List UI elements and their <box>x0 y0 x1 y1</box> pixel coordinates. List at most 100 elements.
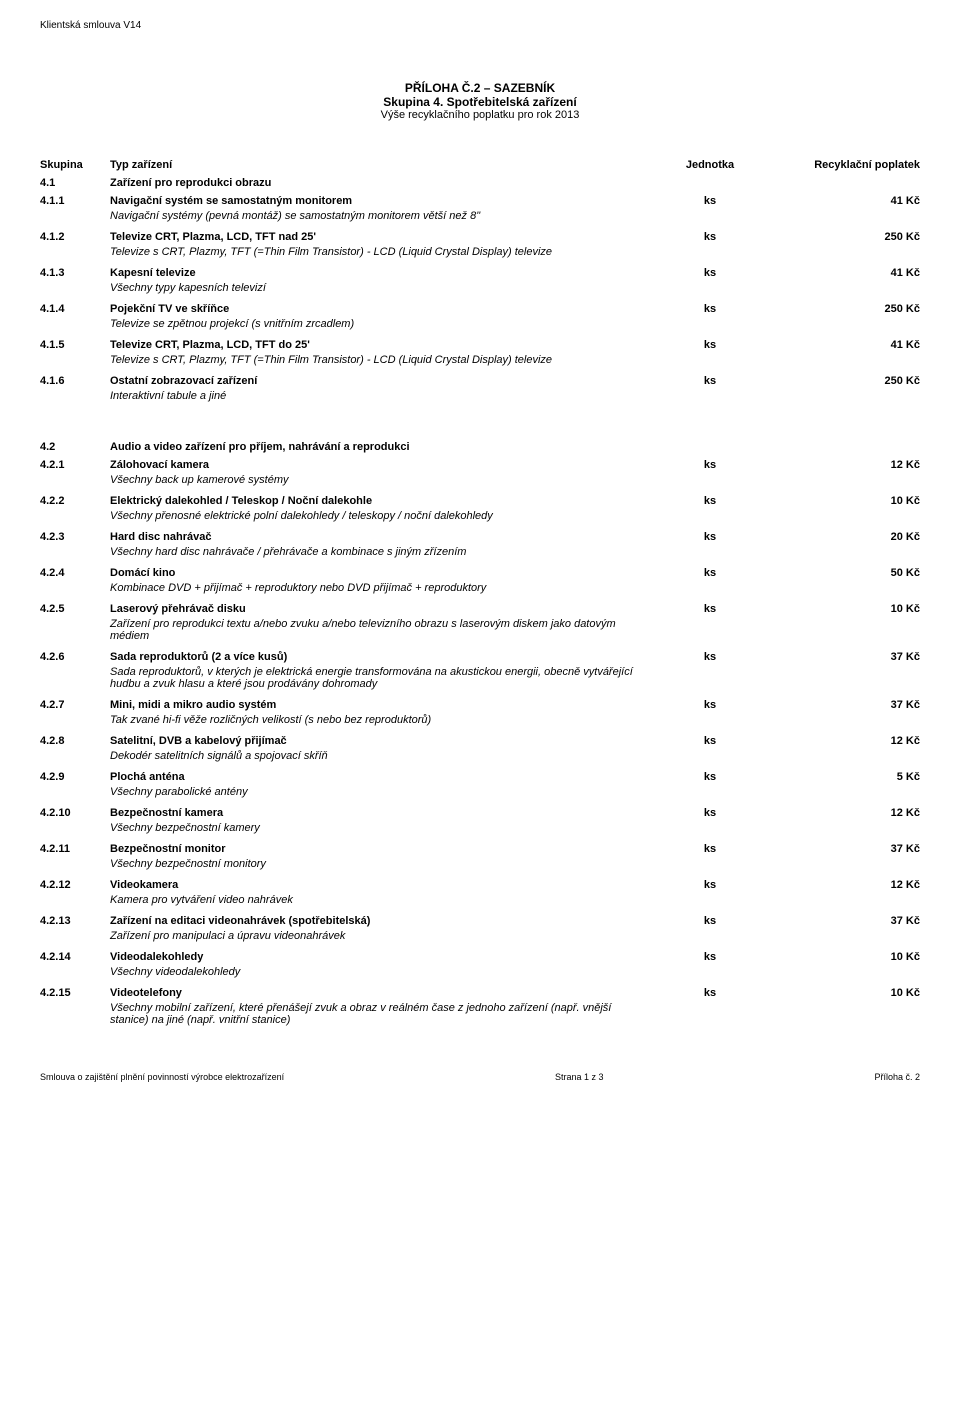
table-desc-row: Televize s CRT, Plazmy, TFT (=Thin Film … <box>40 354 920 372</box>
table-row: 4.2.15Videotelefonyks10 Kč <box>40 984 920 1002</box>
title-block: PŘÍLOHA Č.2 – SAZEBNÍK Skupina 4. Spotře… <box>40 81 920 121</box>
row-num: 4.2.15 <box>40 984 110 1002</box>
row-name: Ostatní zobrazovací zařízení <box>110 372 650 390</box>
row-unit: ks <box>650 648 770 666</box>
row-fee: 41 Kč <box>770 264 920 282</box>
footer-right: Příloha č. 2 <box>874 1072 920 1082</box>
row-name: Navigační systém se samostatným monitore… <box>110 192 650 210</box>
table-desc-row: Všechny back up kamerové systémy <box>40 474 920 492</box>
row-name: Videokamera <box>110 876 650 894</box>
table-desc-row: Interaktivní tabule a jiné <box>40 390 920 408</box>
table-row: 4.2.13Zařízení na editaci videonahrávek … <box>40 912 920 930</box>
row-num: 4.2.9 <box>40 768 110 786</box>
row-num: 4.1.2 <box>40 228 110 246</box>
table-row: 4.2.4Domácí kinoks50 Kč <box>40 564 920 582</box>
row-fee: 250 Kč <box>770 300 920 318</box>
row-desc: Zařízení pro reprodukci textu a/nebo zvu… <box>110 618 650 648</box>
table-row: 4.2.14Videodalekohledyks10 Kč <box>40 948 920 966</box>
table-desc-row: Všechny hard disc nahrávače / přehrávače… <box>40 546 920 564</box>
row-fee: 10 Kč <box>770 948 920 966</box>
row-name: Laserový přehrávač disku <box>110 600 650 618</box>
table-row: 4.1.2Televize CRT, Plazma, LCD, TFT nad … <box>40 228 920 246</box>
table-row: 4.2.5Laserový přehrávač diskuks10 Kč <box>40 600 920 618</box>
table-row: 4.2.8Satelitní, DVB a kabelový přijímačk… <box>40 732 920 750</box>
table-desc-row: Zařízení pro reprodukci textu a/nebo zvu… <box>40 618 920 648</box>
row-num: 4.2.14 <box>40 948 110 966</box>
table-row: 4.2.2Elektrický dalekohled / Teleskop / … <box>40 492 920 510</box>
row-fee: 20 Kč <box>770 528 920 546</box>
row-num: 4.2.6 <box>40 648 110 666</box>
row-fee: 12 Kč <box>770 732 920 750</box>
table-desc-row: Všechny videodalekohledy <box>40 966 920 984</box>
row-unit: ks <box>650 192 770 210</box>
row-name: Sada reproduktorů (2 a více kusů) <box>110 648 650 666</box>
header-tag: Klientská smlouva V14 <box>40 20 920 31</box>
row-desc: Všechny mobilní zařízení, které přenášej… <box>110 1002 650 1032</box>
row-name: Bezpečnostní kamera <box>110 804 650 822</box>
row-num: 4.2.12 <box>40 876 110 894</box>
row-unit: ks <box>650 372 770 390</box>
row-unit: ks <box>650 732 770 750</box>
row-name: Satelitní, DVB a kabelový přijímač <box>110 732 650 750</box>
row-name: Videotelefony <box>110 984 650 1002</box>
row-desc: Sada reproduktorů, v kterých je elektric… <box>110 666 650 696</box>
table-row: 4.2.11Bezpečnostní monitorks37 Kč <box>40 840 920 858</box>
row-num: 4.2.13 <box>40 912 110 930</box>
table-desc-row: Všechny bezpečnostní monitory <box>40 858 920 876</box>
row-desc: Všechny bezpečnostní monitory <box>110 858 650 876</box>
row-fee: 12 Kč <box>770 456 920 474</box>
table-desc-row: Všechny parabolické antény <box>40 786 920 804</box>
footer-left: Smlouva o zajištění plnění povinností vý… <box>40 1072 284 1082</box>
section-num: 4.2 <box>40 438 110 456</box>
row-unit: ks <box>650 228 770 246</box>
row-unit: ks <box>650 336 770 354</box>
row-desc: Všechny videodalekohledy <box>110 966 650 984</box>
row-desc: Zařízení pro manipulaci a úpravu videona… <box>110 930 650 948</box>
title-line-2: Skupina 4. Spotřebitelská zařízení <box>40 95 920 109</box>
row-desc: Televize s CRT, Plazmy, TFT (=Thin Film … <box>110 246 650 264</box>
section-row: 4.1 Zařízení pro reprodukci obrazu <box>40 174 920 192</box>
row-num: 4.1.4 <box>40 300 110 318</box>
row-unit: ks <box>650 840 770 858</box>
col-header-unit: Jednotka <box>650 156 770 174</box>
section-row: 4.2 Audio a video zařízení pro příjem, n… <box>40 438 920 456</box>
row-fee: 50 Kč <box>770 564 920 582</box>
row-fee: 5 Kč <box>770 768 920 786</box>
row-name: Hard disc nahrávač <box>110 528 650 546</box>
row-fee: 12 Kč <box>770 804 920 822</box>
section-name: Audio a video zařízení pro příjem, nahrá… <box>110 438 650 456</box>
row-name: Pojekční TV ve skříňce <box>110 300 650 318</box>
table-row: 4.2.10Bezpečnostní kameraks12 Kč <box>40 804 920 822</box>
row-unit: ks <box>650 696 770 714</box>
row-name: Zařízení na editaci videonahrávek (spotř… <box>110 912 650 930</box>
row-desc: Navigační systémy (pevná montáž) se samo… <box>110 210 650 228</box>
table-desc-row: Televize se zpětnou projekcí (s vnitřním… <box>40 318 920 336</box>
row-unit: ks <box>650 492 770 510</box>
row-fee: 10 Kč <box>770 600 920 618</box>
title-line-1: PŘÍLOHA Č.2 – SAZEBNÍK <box>40 81 920 95</box>
row-unit: ks <box>650 912 770 930</box>
row-unit: ks <box>650 564 770 582</box>
table-header-row: Skupina Typ zařízení Jednotka Recyklační… <box>40 156 920 174</box>
table-row: 4.2.9Plochá anténaks5 Kč <box>40 768 920 786</box>
row-unit: ks <box>650 264 770 282</box>
col-header-group: Skupina <box>40 156 110 174</box>
row-num: 4.2.3 <box>40 528 110 546</box>
row-num: 4.1.3 <box>40 264 110 282</box>
row-name: Mini, midi a mikro audio systém <box>110 696 650 714</box>
row-desc: Televize s CRT, Plazmy, TFT (=Thin Film … <box>110 354 650 372</box>
row-desc: Všechny bezpečnostní kamery <box>110 822 650 840</box>
row-unit: ks <box>650 456 770 474</box>
row-num: 4.2.5 <box>40 600 110 618</box>
table-row: 4.2.3Hard disc nahrávačks20 Kč <box>40 528 920 546</box>
table-row: 4.2.12Videokameraks12 Kč <box>40 876 920 894</box>
row-name: Videodalekohledy <box>110 948 650 966</box>
row-fee: 250 Kč <box>770 372 920 390</box>
row-num: 4.2.7 <box>40 696 110 714</box>
row-unit: ks <box>650 984 770 1002</box>
table-desc-row: Všechny typy kapesních televizí <box>40 282 920 300</box>
table-desc-row: Dekodér satelitních signálů a spojovací … <box>40 750 920 768</box>
row-fee: 10 Kč <box>770 492 920 510</box>
row-desc: Tak zvané hi-fi věže rozličných velikost… <box>110 714 650 732</box>
table-row: 4.2.6Sada reproduktorů (2 a více kusů)ks… <box>40 648 920 666</box>
